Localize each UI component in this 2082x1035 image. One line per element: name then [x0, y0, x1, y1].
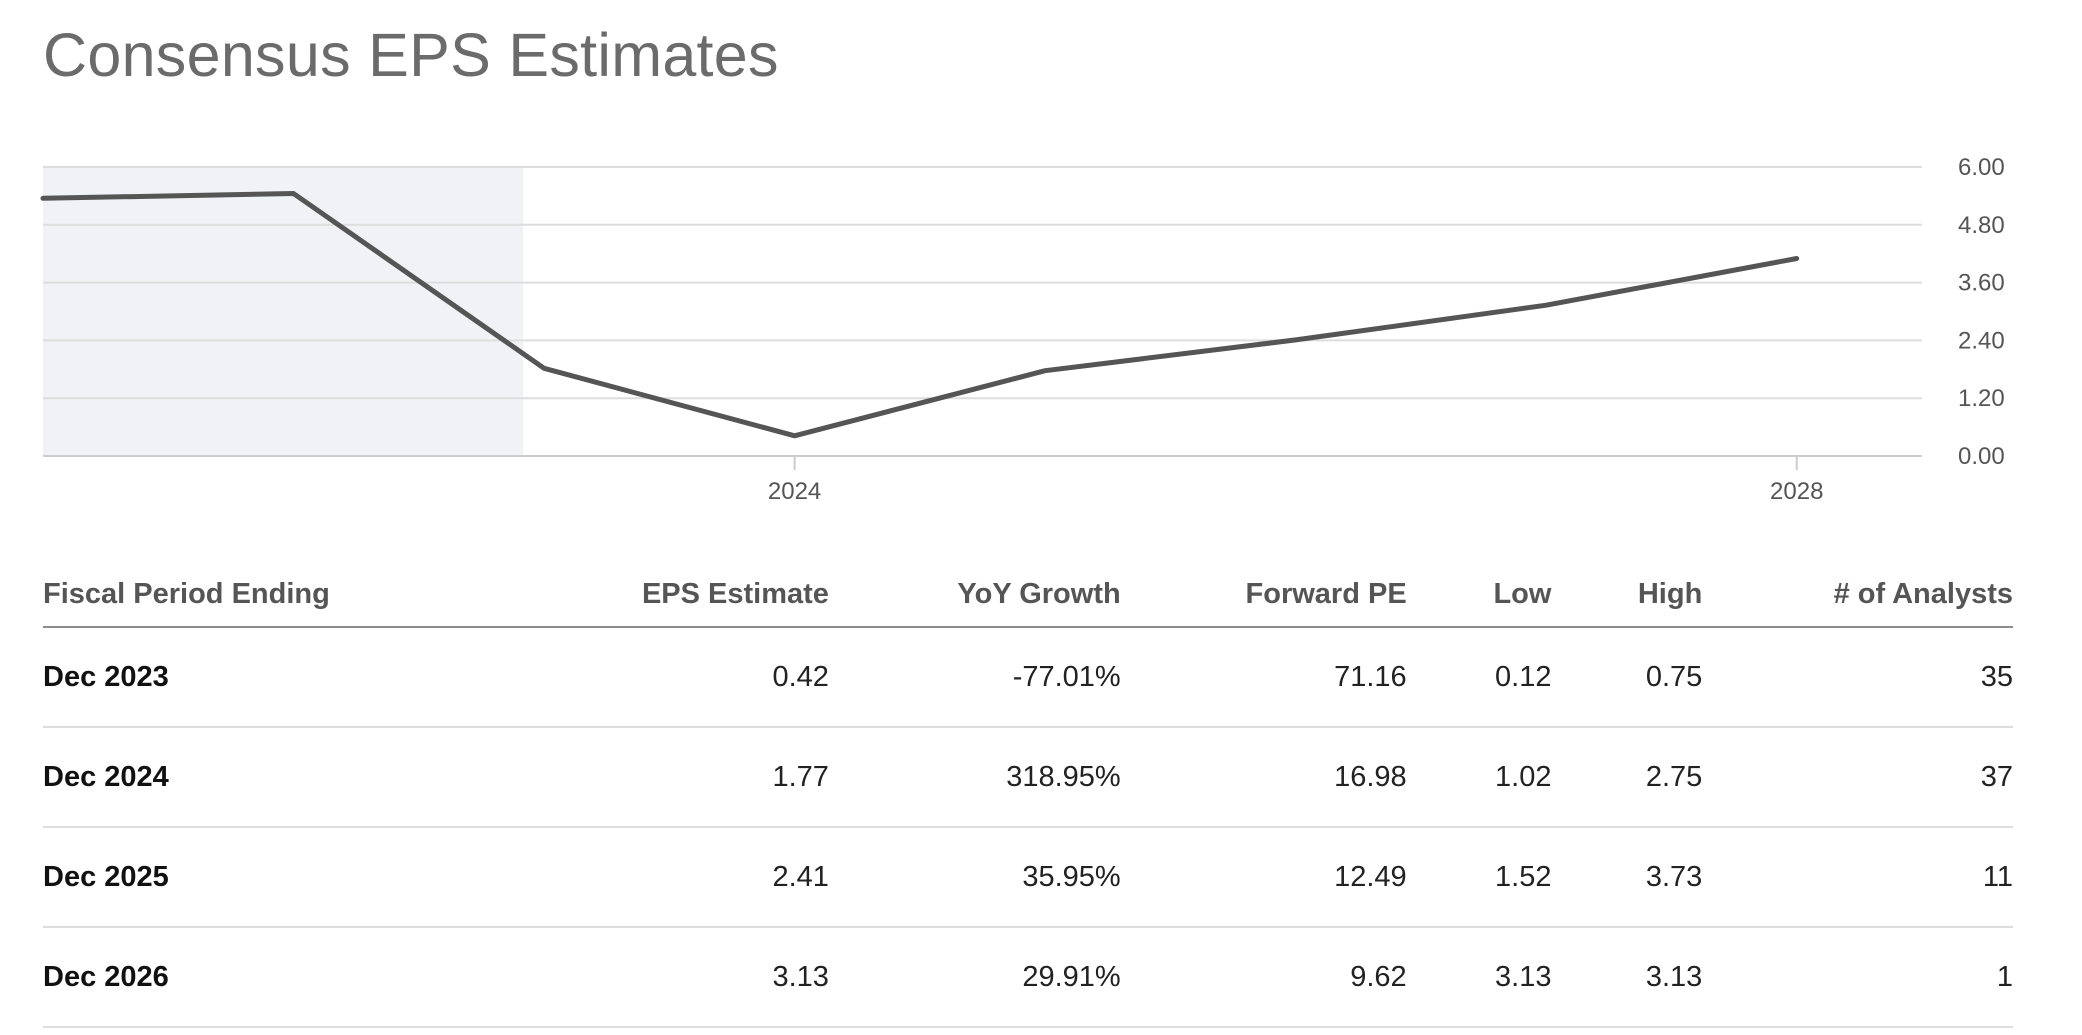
cell-high: 3.13 — [1551, 927, 1703, 1028]
cell-yoy-growth: 35.95% — [828, 827, 1121, 928]
column-header-low[interactable]: Low — [1406, 562, 1552, 628]
cell-yoy-growth: 29.91% — [828, 927, 1121, 1028]
column-header-forward-pe[interactable]: Forward PE — [1120, 562, 1407, 628]
cell-eps-estimate: 2.41 — [434, 827, 829, 928]
cell-analysts: 35 — [1702, 627, 2013, 728]
column-header-fiscal-period[interactable]: Fiscal Period Ending — [43, 562, 435, 628]
table-row: Dec 2026 3.13 29.91% 9.62 3.13 3.13 1 — [43, 927, 2013, 1028]
cell-forward-pe: 9.62 — [1120, 927, 1407, 1028]
column-header-analysts[interactable]: # of Analysts — [1702, 562, 2013, 628]
table-row: Dec 2024 1.77 318.95% 16.98 1.02 2.75 37 — [43, 727, 2013, 828]
eps-estimates-table: Fiscal Period Ending EPS Estimate YoY Gr… — [43, 562, 2013, 1028]
cell-eps-estimate: 3.13 — [434, 927, 829, 1028]
cell-high: 0.75 — [1551, 627, 1703, 728]
cell-yoy-growth: -77.01% — [828, 627, 1121, 728]
page-title: Consensus EPS Estimates — [43, 21, 779, 89]
x-tick-label: 2028 — [1770, 478, 1823, 505]
cell-forward-pe: 71.16 — [1120, 627, 1407, 728]
cell-forward-pe: 16.98 — [1120, 727, 1407, 828]
cell-low: 1.52 — [1406, 827, 1552, 928]
table-row: Dec 2025 2.41 35.95% 12.49 1.52 3.73 11 — [43, 827, 2013, 928]
table-header-row: Fiscal Period Ending EPS Estimate YoY Gr… — [43, 562, 2013, 628]
cell-fiscal-period: Dec 2026 — [43, 927, 435, 1028]
y-tick-label: 1.20 — [1958, 385, 2005, 412]
column-header-high[interactable]: High — [1551, 562, 1703, 628]
cell-fiscal-period: Dec 2025 — [43, 827, 435, 928]
table-row: Dec 2023 0.42 -77.01% 71.16 0.12 0.75 35 — [43, 627, 2013, 728]
cell-high: 3.73 — [1551, 827, 1703, 928]
column-header-yoy-growth[interactable]: YoY Growth — [828, 562, 1121, 628]
cell-analysts: 11 — [1702, 827, 2013, 928]
y-tick-label: 2.40 — [1958, 327, 2005, 354]
cell-low: 1.02 — [1406, 727, 1552, 828]
eps-chart: 6.00 4.80 3.60 2.40 1.20 0.00 2024 2028 — [40, 154, 2005, 505]
eps-line — [40, 191, 1800, 439]
cell-analysts: 1 — [1702, 927, 2013, 1028]
y-tick-label: 0.00 — [1958, 443, 2005, 470]
cell-forward-pe: 12.49 — [1120, 827, 1407, 928]
cell-eps-estimate: 1.77 — [434, 727, 829, 828]
historical-region — [43, 167, 524, 456]
column-header-eps-estimate[interactable]: EPS Estimate — [434, 562, 829, 628]
cell-yoy-growth: 318.95% — [828, 727, 1121, 828]
cell-low: 0.12 — [1406, 627, 1552, 728]
y-tick-label: 4.80 — [1958, 212, 2005, 239]
cell-fiscal-period: Dec 2024 — [43, 727, 435, 828]
cell-analysts: 37 — [1702, 727, 2013, 828]
y-tick-label: 3.60 — [1958, 270, 2005, 297]
cell-low: 3.13 — [1406, 927, 1552, 1028]
cell-eps-estimate: 0.42 — [434, 627, 829, 728]
cell-fiscal-period: Dec 2023 — [43, 627, 435, 728]
y-tick-label: 6.00 — [1958, 154, 2005, 181]
x-tick-label: 2024 — [768, 478, 821, 505]
cell-high: 2.75 — [1551, 727, 1703, 828]
